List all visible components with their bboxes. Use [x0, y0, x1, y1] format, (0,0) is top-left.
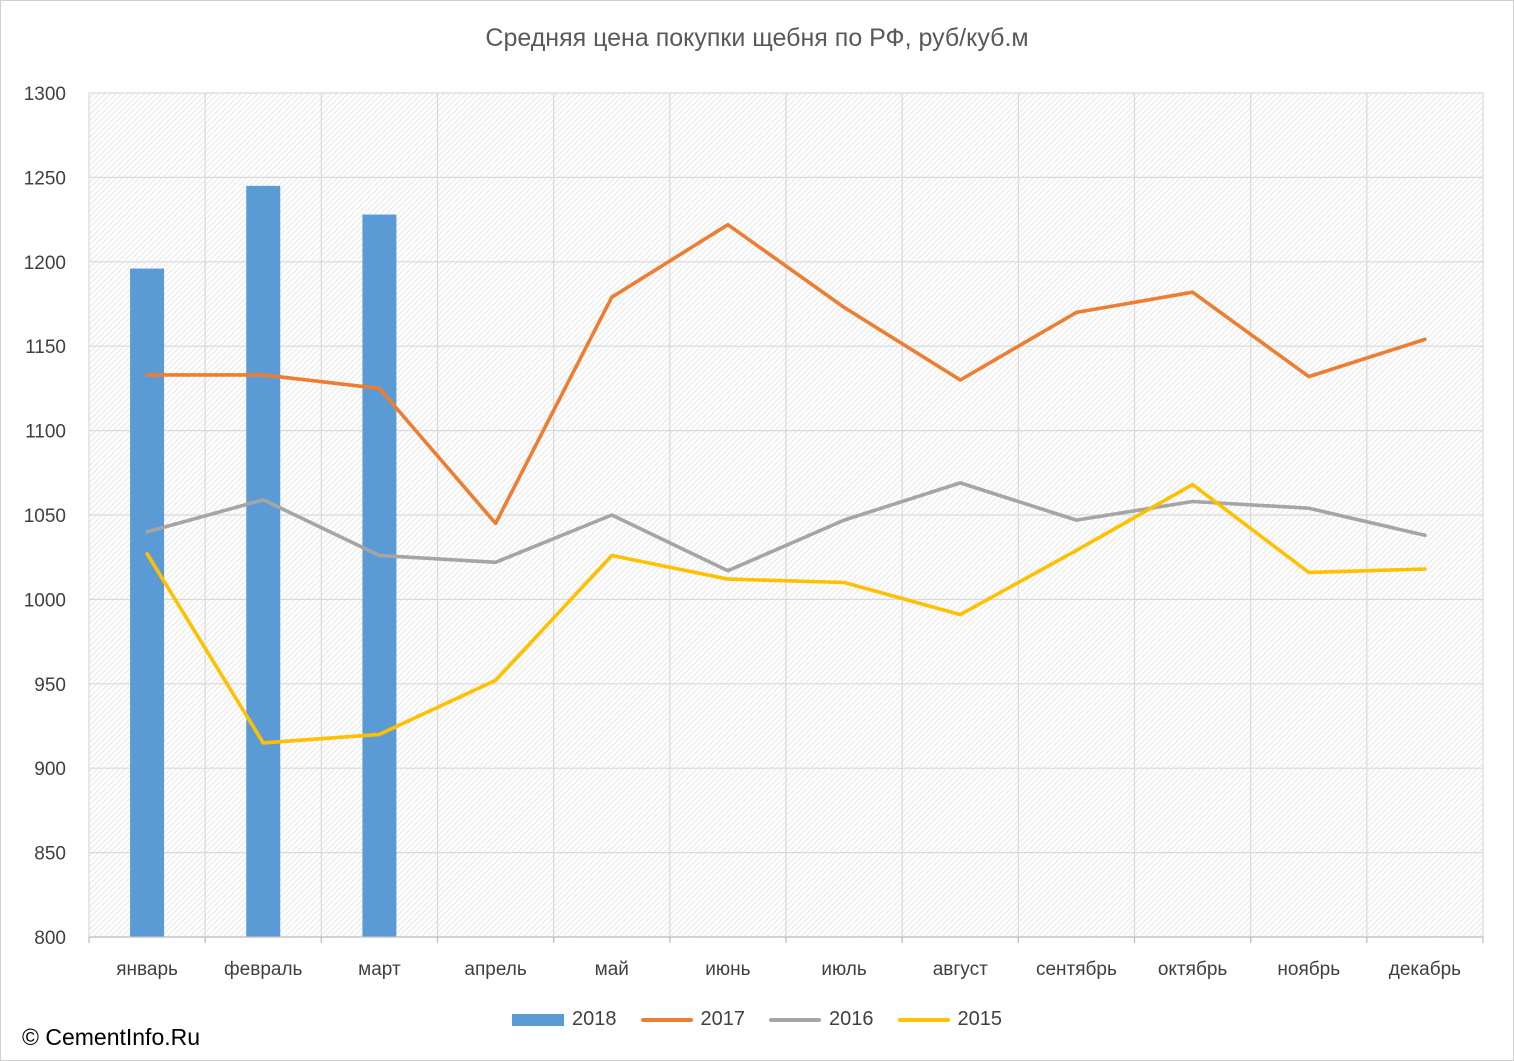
line-series-2017 [145, 222, 1427, 526]
x-tick-label: декабрь [1389, 959, 1461, 980]
line-series-2015 [145, 482, 1427, 745]
y-tick-label: 1000 [24, 590, 66, 611]
copyright-text: © CementInfo.Ru [22, 1024, 201, 1050]
legend-swatch [769, 1017, 821, 1022]
bar-2018-январь [130, 268, 165, 937]
y-tick-label: 1200 [24, 253, 66, 274]
x-tick-label: июнь [705, 959, 750, 980]
legend-item-2016: 2016 [769, 1008, 874, 1031]
x-tick-label: август [933, 959, 988, 980]
y-tick-label: 1300 [24, 84, 66, 105]
line-series-2016 [145, 481, 1427, 573]
x-tick-label: март [358, 959, 401, 980]
legend-swatch [640, 1017, 693, 1022]
x-tick-label: февраль [224, 959, 303, 980]
y-tick-label: 950 [34, 675, 66, 696]
bar-2018-февраль [246, 185, 281, 938]
y-tick-label: 850 [34, 844, 66, 865]
y-tick-label: 1250 [24, 168, 66, 189]
legend-item-2015: 2015 [897, 1008, 1003, 1031]
legend-label: 2018 [572, 1008, 617, 1030]
legend-label: 2015 [957, 1008, 1003, 1030]
legend-label: 2016 [829, 1008, 874, 1030]
y-tick-label: 800 [34, 928, 66, 949]
x-tick-label: сентябрь [1036, 959, 1117, 980]
chart-title: Средняя цена покупки щебня по РФ, руб/ку… [485, 24, 1029, 52]
x-tick-label: июль [821, 959, 867, 980]
legend-label: 2017 [700, 1008, 746, 1030]
bar-2018-март [362, 214, 397, 937]
y-tick-label: 1050 [24, 506, 66, 527]
y-tick-label: 900 [34, 759, 66, 780]
legend-swatch [512, 1013, 564, 1026]
y-tick-label: 1150 [25, 337, 66, 358]
legend-item-2018: 2018 [512, 1008, 617, 1031]
x-tick-label: январь [116, 959, 178, 980]
x-tick-label: май [595, 959, 629, 980]
legend: 2018 2017 2016 2015 [0, 1008, 1514, 1031]
y-tick-label: 1100 [25, 422, 66, 443]
x-tick-label: апрель [464, 959, 526, 980]
x-tick-label: октябрь [1158, 959, 1228, 980]
x-tick-label: ноябрь [1277, 959, 1340, 980]
legend-swatch [897, 1017, 950, 1022]
legend-item-2017: 2017 [640, 1008, 746, 1031]
